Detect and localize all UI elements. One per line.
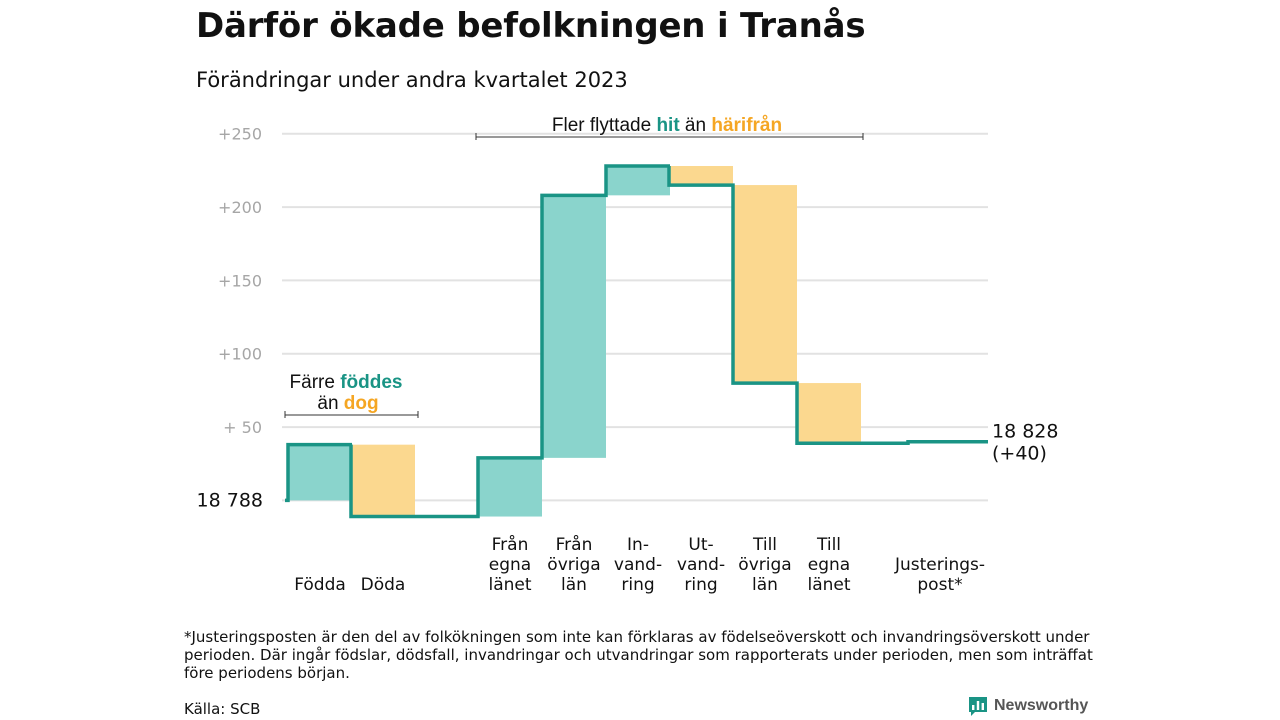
category-label-line: Från: [556, 534, 593, 555]
category-label: In-vand-ring: [614, 535, 662, 595]
newsworthy-logo-icon: [969, 697, 987, 716]
cumulative-step-line: [285, 164, 988, 519]
waterfall-bar: [288, 444, 352, 501]
category-label-line: Döda: [361, 575, 406, 595]
migration-annotation-text: Fler flyttade hit än härifrån: [552, 115, 782, 136]
migration-annotation: Fler flyttade hit än härifrån: [475, 115, 864, 140]
step-lines: [285, 164, 988, 519]
chart-subtitle: Förändringar under andra kvartalet 2023: [196, 68, 628, 92]
migration-annotation-highlight-out: härifrån: [711, 115, 782, 136]
category-label-line: vand-: [614, 555, 662, 575]
births-annotation: Färre föddes än dog: [284, 372, 419, 418]
waterfall-bar: [542, 195, 606, 458]
end-value-label: 18 828: [992, 421, 1058, 443]
chart-title: Därför ökade befolkningen i Tranås: [196, 6, 866, 46]
waterfall-bar: [351, 444, 415, 517]
births-annotation-line1: Färre föddes: [290, 372, 403, 393]
brand-name: Newsworthy: [994, 697, 1089, 714]
brand-logo: Newsworthy: [968, 696, 1088, 716]
category-label-line: egna: [489, 555, 531, 575]
births-annotation-highlight-born: föddes: [340, 372, 402, 393]
category-label: Till övriga län: [738, 535, 791, 595]
category-label-line: övriga: [547, 555, 600, 575]
category-label-line: Till: [816, 535, 841, 555]
y-tick-label: +200: [218, 198, 262, 217]
category-label-line: län: [561, 575, 587, 595]
category-label-line: post*: [917, 575, 962, 595]
category-label-line: län: [752, 575, 778, 595]
category-label-line: länet: [488, 575, 531, 595]
births-annotation-line2: än dog: [317, 393, 378, 414]
category-label: Ut-vand-ring: [677, 535, 725, 595]
category-label-line: länet: [807, 575, 850, 595]
category-label-line: Födda: [294, 575, 346, 595]
category-label-line: vand-: [677, 555, 725, 575]
migration-annotation-highlight-in: hit: [656, 115, 680, 136]
category-label-line: Till: [752, 535, 777, 555]
category-label: Födda: [294, 575, 346, 595]
source-label: Källa: SCB: [184, 700, 261, 718]
category-label: Från egna länet: [488, 534, 531, 595]
births-annotation-highlight-died: dog: [344, 393, 379, 414]
waterfall-bar: [478, 457, 542, 517]
births-annotation-bracket: [284, 411, 419, 418]
category-label: Från övriga län: [547, 534, 600, 595]
category-label: Döda: [361, 575, 406, 595]
end-change-label: (+40): [992, 443, 1047, 465]
y-tick-label: +250: [218, 125, 262, 144]
y-tick-label: + 50: [223, 418, 262, 437]
waterfall-bar: [733, 185, 797, 384]
category-label-line: Ut-: [688, 535, 713, 555]
category-label-line: In-: [627, 535, 649, 555]
waterfall-bar: [669, 166, 733, 186]
y-tick-label: +150: [218, 271, 262, 290]
category-label-line: ring: [684, 575, 717, 595]
category-label-line: Från: [492, 534, 529, 555]
category-label: Till egna länet: [807, 535, 850, 595]
y-tick-label: +100: [218, 345, 262, 364]
waterfall-bar: [797, 383, 861, 444]
category-label-line: ring: [621, 575, 654, 595]
bars: [288, 166, 861, 517]
category-label-line: övriga: [738, 555, 791, 575]
category-label-line: egna: [808, 555, 850, 575]
migration-annotation-bracket: [475, 133, 864, 140]
footnote: *Justeringsposten är den del av folkökni…: [184, 628, 1093, 682]
category-label: Justerings-post*: [894, 555, 985, 595]
start-value-label: 18 788: [197, 489, 263, 511]
category-label-line: Justerings-: [894, 555, 985, 575]
waterfall-bar: [606, 166, 670, 196]
